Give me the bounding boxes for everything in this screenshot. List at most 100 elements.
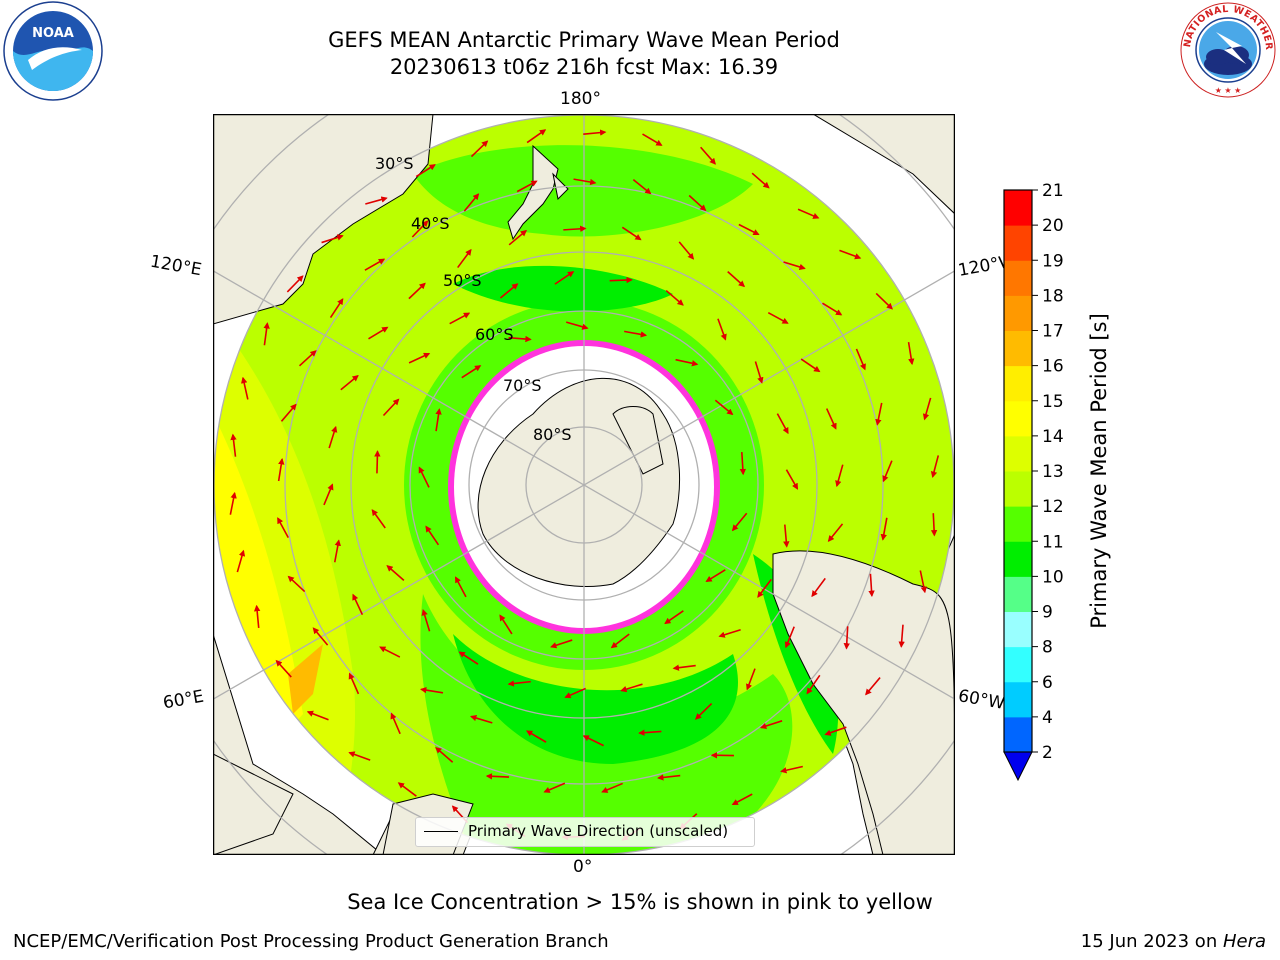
polar-map: 30°S 40°S 50°S 60°S 70°S 80°S — [213, 114, 955, 855]
lat-label-30s: 30°S — [375, 154, 414, 173]
colorbar-tick-label: 18 — [1042, 286, 1064, 306]
map-subtitle: 20230613 t06z 216h fcst Max: 16.39 — [389, 55, 779, 79]
sea-ice-note: Sea Ice Concentration > 15% is shown in … — [347, 890, 933, 914]
wave-arrow — [855, 348, 866, 371]
wave-arrow — [241, 376, 249, 400]
wave-arrow — [386, 565, 405, 581]
colorbar: 2 4 6 8 9 10 11 12 13 14 15 16 17 18 19 20 21 Primary Wa… — [1003, 181, 1111, 782]
latitude-labels: 30°S 40°S 50°S 60°S 70°S 80°S — [375, 154, 572, 444]
lat-label-60s: 60°S — [475, 325, 514, 344]
wave-arrow — [277, 458, 285, 482]
wave-arrow — [727, 270, 746, 288]
wave-arrow — [717, 318, 727, 341]
wave-arrow — [678, 241, 695, 260]
wave-arrow — [379, 646, 401, 658]
lat-label-50s: 50°S — [443, 271, 482, 290]
wave-arrow — [632, 179, 652, 195]
map-legend: Primary Wave Direction (unscaled) — [415, 817, 755, 847]
wave-arrow — [751, 172, 770, 189]
colorbar-segment — [1004, 471, 1032, 507]
wave-arrow — [390, 712, 401, 735]
wave-arrow — [328, 425, 338, 449]
colorbar-tick-label: 13 — [1042, 462, 1064, 482]
footer-date-text: 15 Jun 2023 on — [1080, 931, 1223, 952]
wave-arrow — [564, 687, 586, 699]
wave-arrow — [499, 283, 519, 299]
wave-arrow — [657, 774, 681, 781]
wave-arrow — [368, 326, 389, 340]
wave-arrow — [543, 782, 566, 793]
wave-arrow — [457, 248, 472, 269]
wave-arrow — [277, 517, 289, 538]
wave-arrow — [286, 275, 304, 293]
wave-arrow — [382, 398, 400, 417]
wave-arrow — [672, 664, 696, 671]
wave-arrow — [922, 397, 932, 421]
wave-arrow — [275, 659, 292, 678]
wave-arrow — [371, 509, 386, 529]
wave-arrow — [411, 220, 429, 238]
wave-arrow — [340, 374, 359, 391]
lat-label-80s: 80°S — [533, 425, 572, 444]
colorbar-tick-label: 15 — [1042, 392, 1064, 412]
colorbar-tick-label: 6 — [1042, 673, 1053, 693]
wave-arrow — [785, 469, 799, 490]
lat-label-70s: 70°S — [503, 376, 542, 395]
colorbar-tick-label: 14 — [1042, 427, 1064, 447]
wave-arrow — [827, 523, 844, 542]
wave-arrow — [435, 746, 454, 763]
wave-arrow — [253, 604, 261, 629]
lon-label-120e: 120°E — [148, 251, 204, 281]
wave-arrow — [415, 164, 436, 178]
wave-arrow — [280, 403, 297, 422]
wave-arrow — [321, 234, 344, 244]
wave-arrow — [880, 517, 888, 541]
wave-arrow — [700, 146, 716, 165]
colorbar-segment — [1004, 400, 1032, 437]
wave-arrow — [868, 573, 875, 598]
wave-arrow — [463, 193, 480, 212]
wave-arrow — [757, 578, 772, 598]
wave-arrow — [348, 672, 360, 695]
wave-arrow — [746, 668, 756, 691]
wave-arrow — [583, 129, 607, 136]
wave-arrow — [642, 133, 663, 146]
lon-label-180: 180° — [560, 89, 601, 109]
wave-arrow — [875, 402, 883, 426]
legend-label: Primary Wave Direction (unscaled) — [468, 822, 729, 840]
lon-label-0: 0° — [573, 857, 593, 877]
wave-arrow — [688, 194, 707, 212]
wave-arrow — [882, 460, 893, 483]
wave-arrow — [624, 330, 648, 338]
wave-arrow — [898, 624, 905, 648]
wave-arrow — [759, 720, 783, 730]
wave-arrow — [454, 576, 467, 598]
wave-arrow — [516, 180, 538, 193]
wave-arrow — [783, 524, 790, 548]
wave-arrow — [705, 569, 726, 582]
wave-arrow — [323, 483, 334, 506]
wave-arrow — [739, 452, 747, 476]
wave-arrow — [485, 773, 510, 780]
colorbar-segment — [1004, 190, 1032, 226]
wave-arrow — [822, 302, 843, 316]
wave-arrow — [731, 512, 748, 532]
wave-arrow — [526, 129, 547, 144]
footer-organization: NCEP/EMC/Verification Post Processing Pr… — [13, 931, 609, 952]
wave-arrow — [333, 539, 341, 563]
colorbar-tick-label: 16 — [1042, 357, 1064, 377]
wave-arrow — [875, 292, 893, 310]
wave-arrow — [329, 298, 344, 318]
wave-arrow — [425, 525, 440, 546]
colorbar-segment — [1004, 225, 1032, 261]
wave-arrow — [694, 702, 713, 720]
colorbar-tick-label: 11 — [1042, 532, 1064, 552]
wave-arrow — [312, 627, 329, 646]
wave-arrow — [930, 455, 940, 478]
wave-arrow — [563, 225, 587, 233]
wave-arrow — [508, 229, 528, 246]
wave-arrow — [507, 680, 531, 687]
wave-arrow — [306, 710, 329, 721]
wave-arrow — [550, 639, 573, 649]
wave-arrow — [784, 626, 795, 649]
